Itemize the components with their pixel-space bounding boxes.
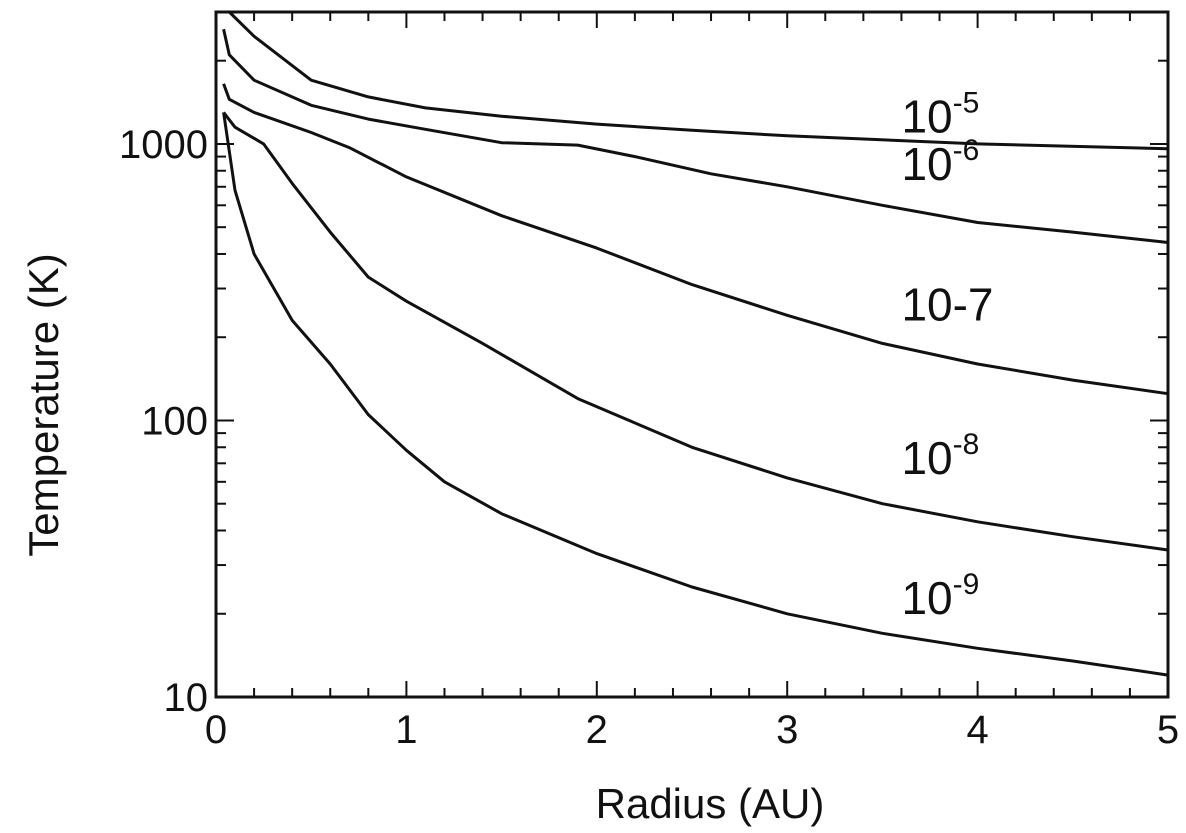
series-line	[228, 10, 1169, 151]
series-line	[222, 112, 1169, 677]
plot-border	[214, 10, 1170, 699]
x-tick-label: 2	[586, 708, 608, 752]
x-axis-title: Radius (AU)	[596, 780, 825, 827]
series-label: 10-5	[901, 86, 979, 142]
x-tick-label: 4	[966, 708, 988, 752]
x-tick-label: 3	[776, 708, 798, 752]
series-label: 10-8	[901, 428, 979, 484]
x-tick-label: 5	[1157, 708, 1179, 752]
axis-ticks: 0 1 2 3 4 5 10 100 1000	[119, 11, 1179, 752]
series-line	[222, 28, 1169, 244]
x-tick-label: 0	[205, 708, 227, 752]
y-axis-title: Temperature (K)	[20, 253, 67, 556]
series-layer	[222, 10, 1169, 677]
y-tick-label: 10	[164, 676, 209, 720]
x-tick-label: 1	[395, 708, 417, 752]
y-tick-label: 1000	[119, 123, 208, 167]
series-labels: 10-510-6 10-7 10-8 10-9	[901, 86, 993, 623]
plot-frame	[214, 10, 1170, 699]
series-line	[222, 83, 1169, 396]
y-tick-label: 100	[141, 399, 208, 443]
series-label: 10-6	[901, 134, 979, 190]
series-line	[222, 111, 1169, 552]
series-label: 10-7	[901, 278, 993, 330]
series-label: 10-9	[901, 568, 979, 624]
